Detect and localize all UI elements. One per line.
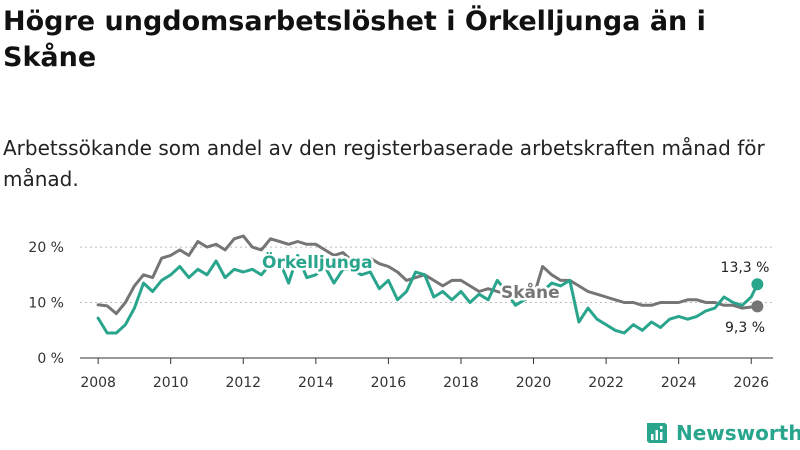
series-line-skane [96,234,759,316]
series-lines [96,234,764,335]
x-tick-label: 2014 [298,375,334,391]
x-tick-label: 2012 [225,375,261,391]
x-tick-label: 2018 [443,375,479,391]
x-tick-label: 2008 [80,375,116,391]
end-label-skane-halo: 9,3 % [725,320,765,336]
y-tick-label: 20 % [28,240,64,256]
series-endpoint-orkelljunga [751,278,764,291]
x-tick-label: 2022 [588,375,624,391]
chart-title: Högre ungdomsarbetslöshet i Örkelljunga … [3,6,706,73]
y-tick-label: 0 % [37,351,64,367]
x-tick-label: 2020 [516,375,552,391]
y-tick-label: 10 % [28,296,64,312]
chart-subtitle: Arbetssökande som andel av den registerb… [3,136,765,191]
x-tick-label: 2016 [371,375,407,391]
newsworthy-logo-text: Newsworthy [676,421,800,445]
x-tick-label: 2024 [661,375,697,391]
series-label-skane-halo: Skåne [501,281,560,303]
end-label-skane: 9,3 % [725,320,765,336]
end-label-orkelljunga-halo: 13,3 % [721,260,770,276]
series-label-skane: Skåne [501,281,560,303]
newsworthy-logo-icon [647,423,667,443]
end-label-orkelljunga: 13,3 % [721,260,770,276]
x-tick-label: 2026 [733,375,769,391]
series-line-orkelljunga [96,253,759,335]
series-label-orkelljunga: Örkelljunga [262,251,373,273]
series-endpoint-skane [751,300,764,313]
series-label-orkelljunga-halo: Örkelljunga [262,251,373,273]
newsworthy-logo: Newsworthy [645,418,800,448]
x-tick-label: 2010 [153,375,189,391]
axes: 0 % 10 % 20 % 2008 2010 2012 2014 2016 2018 2020 2… [28,240,773,391]
